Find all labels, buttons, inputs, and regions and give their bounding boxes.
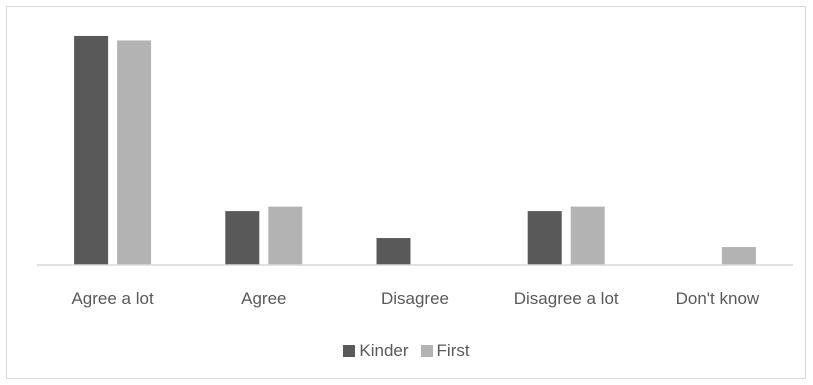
legend-item-first: First bbox=[420, 341, 470, 361]
x-tick-label: Disagree bbox=[381, 289, 449, 308]
bars-group bbox=[74, 35, 756, 265]
legend-label-first: First bbox=[436, 341, 470, 360]
x-tick-label: Agree a lot bbox=[71, 289, 153, 308]
x-tick-labels: Agree a lot Agree Disagree Disagree a lot Do… bbox=[71, 289, 759, 308]
bar-kinder-0 bbox=[74, 35, 109, 265]
x-tick-label: Agree bbox=[241, 289, 286, 308]
legend-label-kinder: Kinder bbox=[359, 341, 409, 360]
bar-kinder-1 bbox=[225, 211, 260, 265]
bar-first-4 bbox=[721, 247, 756, 265]
bar-kinder-3 bbox=[527, 211, 562, 265]
bar-first-0 bbox=[117, 40, 152, 265]
bar-first-3 bbox=[570, 206, 605, 265]
legend: Kinder First bbox=[0, 339, 813, 363]
legend-swatch-kinder bbox=[343, 345, 356, 357]
x-tick-label: Disagree a lot bbox=[514, 289, 619, 308]
legend-item-kinder: Kinder bbox=[343, 341, 409, 361]
bar-first-1 bbox=[268, 206, 303, 265]
bar-kinder-2 bbox=[376, 238, 411, 265]
legend-swatch-first bbox=[420, 345, 433, 357]
x-tick-label: Don't know bbox=[676, 289, 760, 308]
